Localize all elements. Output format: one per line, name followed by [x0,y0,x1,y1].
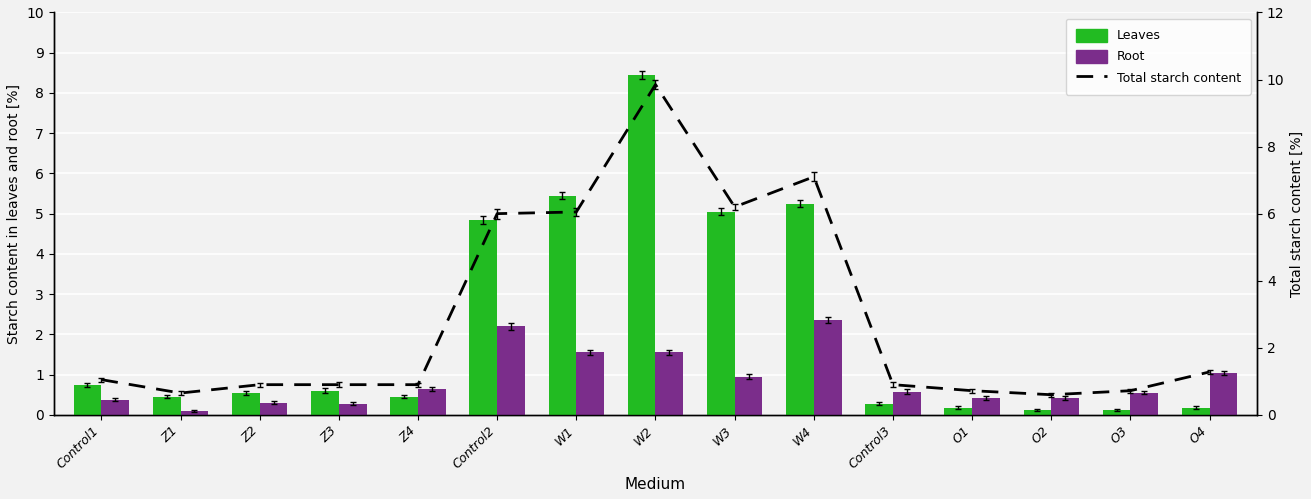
Bar [338,404,367,415]
Y-axis label: Total starch content [%]: Total starch content [%] [1290,131,1304,297]
Bar [469,220,497,415]
Bar [944,408,973,415]
Bar [1024,410,1051,415]
Bar [787,204,814,415]
Bar [311,391,338,415]
Bar [497,326,524,415]
Bar [656,352,683,415]
Bar [1210,373,1238,415]
Bar [1103,410,1130,415]
Bar [418,389,446,415]
Bar [232,393,260,415]
Bar [153,397,181,415]
Bar [893,392,920,415]
Bar [707,212,734,415]
Bar [734,377,763,415]
X-axis label: Medium: Medium [625,477,686,492]
Bar [391,397,418,415]
Bar [1051,398,1079,415]
Bar [814,320,842,415]
Y-axis label: Starch content in leaves and root [%]: Starch content in leaves and root [%] [7,84,21,344]
Bar [865,404,893,415]
Bar [260,403,287,415]
Bar [973,398,1000,415]
Bar [548,196,577,415]
Bar [1130,393,1158,415]
Bar [577,352,604,415]
Bar [181,411,208,415]
Bar [101,400,128,415]
Bar [1183,408,1210,415]
Legend: Leaves, Root, Total starch content: Leaves, Root, Total starch content [1066,18,1251,95]
Bar [628,75,656,415]
Bar [73,385,101,415]
